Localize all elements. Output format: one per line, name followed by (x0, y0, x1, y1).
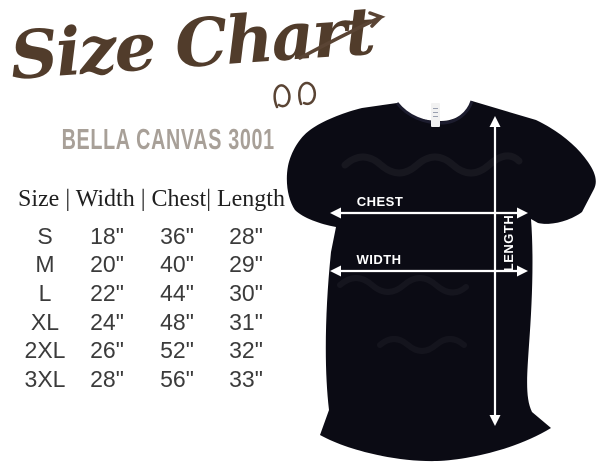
cell-length: 28" (229, 222, 263, 249)
chest-arrow (330, 207, 528, 219)
cell-size: M (35, 251, 55, 278)
table-row: 3XL 28" 56" 33" (18, 365, 284, 394)
tshirt-image (286, 100, 596, 462)
table-row: 2XL 26" 52" 32" (18, 336, 284, 365)
cell-length: 33" (229, 365, 263, 392)
cell-chest: 44" (160, 279, 194, 306)
watermark-squiggle (337, 152, 523, 354)
cell-width: 20" (90, 251, 124, 278)
cell-chest: 36" (160, 222, 194, 249)
table-header: Size | Width | Chest| Length (18, 186, 285, 212)
cell-chest: 40" (160, 251, 194, 278)
cell-size: XL (30, 308, 60, 335)
cell-chest: 52" (160, 337, 194, 364)
size-table: Size | Width | Chest| Length S 18" 36" 28" M… (18, 186, 285, 394)
table-body: S 18" 36" 28" M 20" 40" 29" L 22" 44" 30" XL 24" 48" 31… (18, 222, 284, 394)
cell-length: 29" (229, 251, 263, 278)
width-arrow (330, 265, 528, 277)
cell-size: S (37, 222, 53, 249)
cell-size: 3XL (24, 365, 66, 392)
length-arrow (489, 116, 501, 426)
cell-chest: 48" (160, 308, 194, 335)
table-row: M 20" 40" 29" (18, 251, 284, 280)
script-flourish-icon (273, 11, 386, 109)
cell-chest: 56" (160, 365, 194, 392)
table-row: S 18" 36" 28" (18, 222, 284, 251)
collar-rib (395, 100, 474, 125)
cell-length: 32" (229, 337, 263, 364)
chest-label: CHEST (357, 194, 404, 209)
cell-width: 22" (90, 279, 124, 306)
cell-length: 30" (229, 279, 263, 306)
cell-length: 31" (229, 308, 263, 335)
measurement-arrows (330, 116, 528, 426)
table-row: XL 24" 48" 31" (18, 308, 284, 337)
cell-width: 18" (90, 222, 124, 249)
cell-width: 26" (90, 337, 124, 364)
cell-width: 24" (90, 308, 124, 335)
cell-size: 2XL (24, 337, 66, 364)
neck-tag (431, 103, 440, 127)
length-label: LENGTH (501, 215, 516, 271)
cell-size: L (38, 279, 52, 306)
table-row: L 22" 44" 30" (18, 279, 284, 308)
width-label: WIDTH (356, 252, 401, 267)
cell-width: 28" (90, 365, 124, 392)
